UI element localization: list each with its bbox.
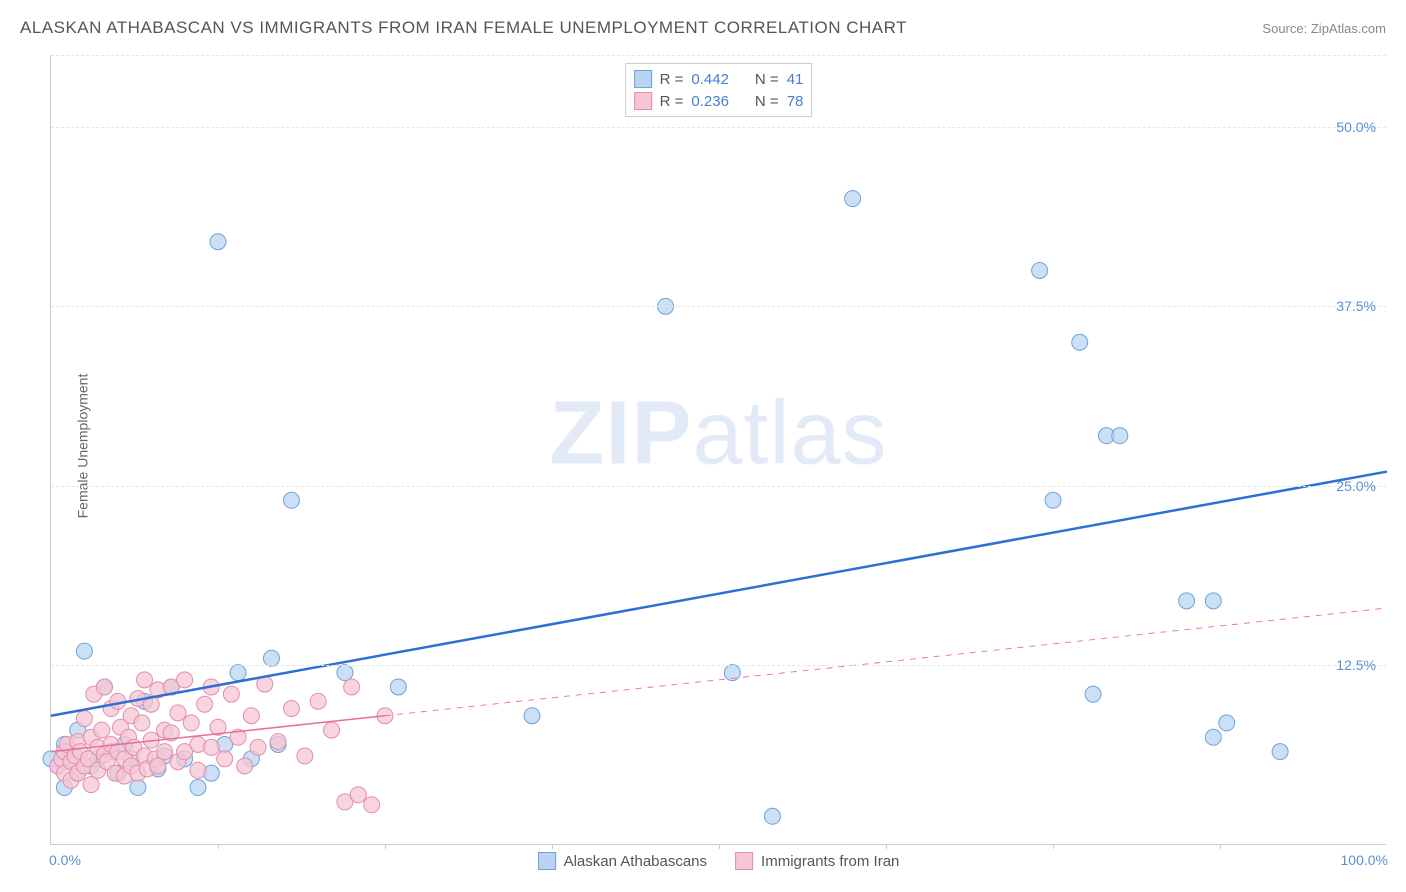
data-point [76, 643, 92, 659]
legend-swatch [634, 92, 652, 110]
data-point [134, 715, 150, 731]
data-point [130, 780, 146, 796]
data-point [190, 762, 206, 778]
y-tick-label: 50.0% [1336, 119, 1376, 135]
x-tick [886, 844, 887, 849]
y-tick-label: 12.5% [1336, 657, 1376, 673]
title-row: ALASKAN ATHABASCAN VS IMMIGRANTS FROM IR… [20, 18, 1386, 38]
data-point [297, 748, 313, 764]
data-point [250, 739, 266, 755]
correlation-legend: R = 0.442 N = 41 R = 0.236 N = 78 [625, 63, 813, 117]
data-point [1112, 428, 1128, 444]
r-value: 0.236 [691, 93, 729, 110]
correlation-row: R = 0.236 N = 78 [634, 90, 804, 112]
x-tick [1220, 844, 1221, 849]
data-point [237, 758, 253, 774]
n-value: 78 [787, 93, 804, 110]
x-tick [385, 844, 386, 849]
r-label: R = [660, 93, 684, 110]
data-point [390, 679, 406, 695]
data-point [1085, 686, 1101, 702]
series-legend: Alaskan Athabascans Immigrants from Iran [538, 852, 900, 870]
data-point [230, 665, 246, 681]
data-point [243, 708, 259, 724]
y-tick-label: 25.0% [1336, 478, 1376, 494]
legend-label: Immigrants from Iran [761, 853, 899, 870]
plot-area: ZIPatlas R =0.442N =41R =0.236N =78 Alas… [50, 55, 1386, 845]
data-point [83, 777, 99, 793]
gridline [51, 127, 1386, 128]
r-label: R = [660, 71, 684, 88]
data-point [210, 234, 226, 250]
data-point [1032, 262, 1048, 278]
data-point [344, 679, 360, 695]
data-point [350, 787, 366, 803]
x-tick [719, 844, 720, 849]
data-point [76, 711, 92, 727]
gridline [51, 55, 1386, 56]
data-point [157, 744, 173, 760]
legend-swatch [538, 852, 556, 870]
n-value: 41 [787, 71, 804, 88]
x-tick [552, 844, 553, 849]
plot-svg [51, 55, 1386, 844]
data-point [96, 679, 112, 695]
legend-swatch [735, 852, 753, 870]
data-point [364, 797, 380, 813]
gridline [51, 486, 1386, 487]
data-point [170, 705, 186, 721]
legend-item: Immigrants from Iran [735, 852, 899, 870]
data-point [217, 751, 233, 767]
x-tick-min: 0.0% [49, 852, 81, 868]
chart-container: ALASKAN ATHABASCAN VS IMMIGRANTS FROM IR… [0, 0, 1406, 892]
source-label: Source: ZipAtlas.com [1262, 21, 1386, 36]
data-point [203, 739, 219, 755]
data-point [1045, 492, 1061, 508]
data-point [1219, 715, 1235, 731]
x-tick [1053, 844, 1054, 849]
data-point [1179, 593, 1195, 609]
data-point [764, 808, 780, 824]
data-point [324, 722, 340, 738]
chart-title: ALASKAN ATHABASCAN VS IMMIGRANTS FROM IR… [20, 18, 907, 38]
data-point [223, 686, 239, 702]
legend-item: Alaskan Athabascans [538, 852, 707, 870]
data-point [1205, 593, 1221, 609]
data-point [283, 701, 299, 717]
data-point [270, 734, 286, 750]
data-point [1072, 334, 1088, 350]
data-point [845, 191, 861, 207]
gridline [51, 665, 1386, 666]
n-label: N = [755, 93, 779, 110]
x-tick-max: 100.0% [1341, 852, 1388, 868]
legend-label: Alaskan Athabascans [564, 853, 707, 870]
data-point [1205, 729, 1221, 745]
y-tick-label: 37.5% [1336, 298, 1376, 314]
data-point [183, 715, 199, 731]
data-point [337, 665, 353, 681]
data-point [524, 708, 540, 724]
source-value: ZipAtlas.com [1311, 21, 1386, 36]
data-point [137, 672, 153, 688]
n-label: N = [755, 71, 779, 88]
correlation-row: R = 0.442 N = 41 [634, 68, 804, 90]
data-point [1272, 744, 1288, 760]
legend-swatch [634, 70, 652, 88]
gridline [51, 306, 1386, 307]
data-point [150, 758, 166, 774]
data-point [190, 780, 206, 796]
x-tick [218, 844, 219, 849]
data-point [197, 696, 213, 712]
trend-line-extrapolated [385, 608, 1387, 716]
data-point [94, 722, 110, 738]
source-prefix: Source: [1262, 21, 1307, 36]
data-point [310, 693, 326, 709]
data-point [283, 492, 299, 508]
data-point [263, 650, 279, 666]
r-value: 0.442 [691, 71, 729, 88]
data-point [177, 672, 193, 688]
